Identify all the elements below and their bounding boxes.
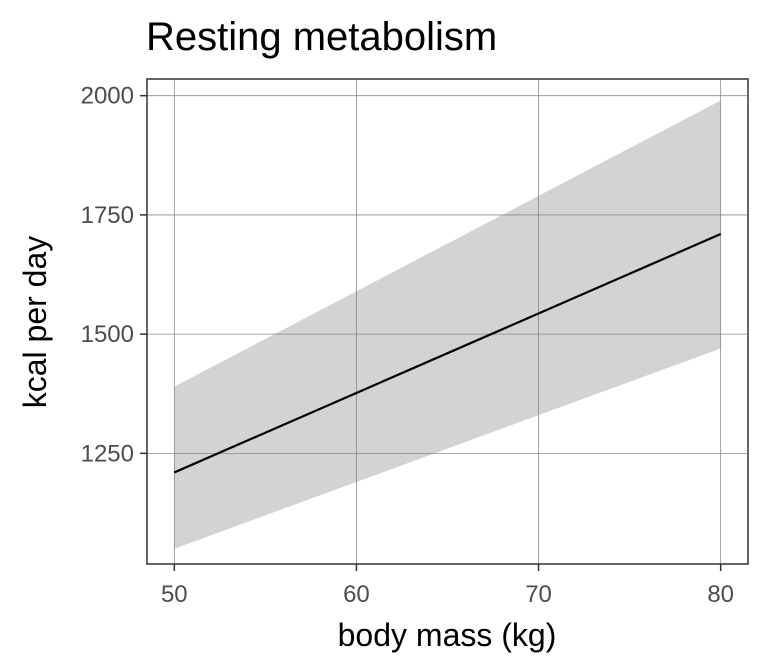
series-layer [173, 232, 722, 474]
y-tick-label-1500: 1500 [81, 321, 134, 348]
y-axis-title: kcal per day [17, 236, 53, 409]
confidence-band-layer [174, 100, 721, 549]
confidence-band [174, 100, 721, 549]
x-tick-label-50: 50 [161, 581, 188, 608]
y-axis: 1250 1500 1750 2000 [81, 83, 147, 467]
gridlines [147, 79, 748, 564]
plot-area [146, 78, 749, 565]
chart-title: Resting metabolism [146, 15, 497, 59]
x-tick-label-70: 70 [525, 581, 552, 608]
fit-line-0 [173, 232, 722, 474]
x-axis-title: body mass (kg) [338, 617, 557, 653]
y-tick-label-1750: 1750 [81, 202, 134, 229]
y-tick-label-2000: 2000 [81, 83, 134, 110]
x-axis: 50 60 70 80 [161, 564, 734, 608]
panel-border [146, 78, 749, 565]
x-tick-label-80: 80 [707, 581, 734, 608]
x-tick-label-60: 60 [343, 581, 370, 608]
y-tick-label-1250: 1250 [81, 440, 134, 467]
